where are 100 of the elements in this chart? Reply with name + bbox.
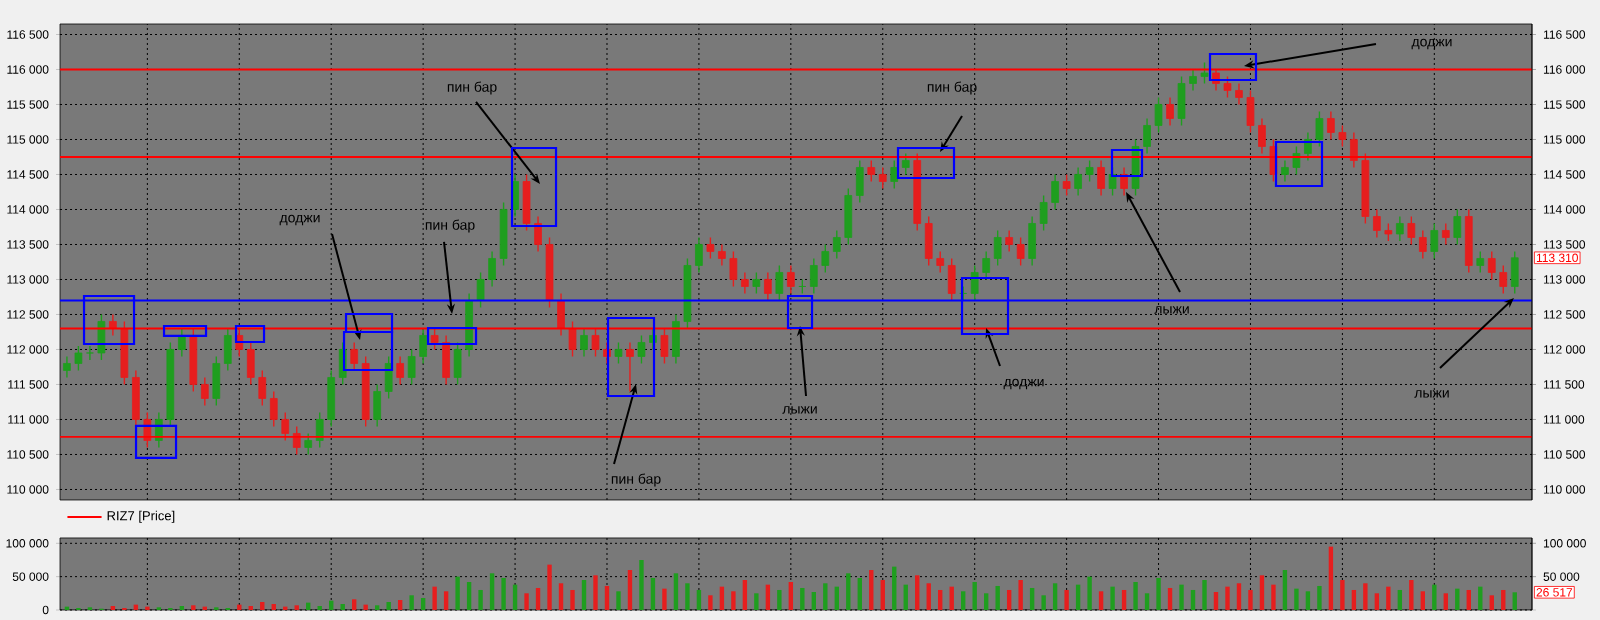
bar [535, 587, 541, 610]
bar [593, 575, 598, 610]
bar [696, 589, 702, 610]
candlestick [878, 166, 887, 190]
bar [846, 573, 851, 610]
bar [983, 593, 989, 610]
candlestick [223, 327, 232, 372]
candlestick [1166, 96, 1174, 127]
bar [1340, 579, 1345, 610]
bar [1363, 583, 1368, 610]
bar [501, 577, 506, 610]
bar [1018, 579, 1023, 610]
candlestick [97, 313, 106, 361]
bar [627, 569, 633, 610]
candlestick [1016, 236, 1025, 267]
bar [673, 573, 679, 610]
candlestick [775, 264, 784, 302]
candlestick [1453, 208, 1462, 246]
bar [409, 595, 414, 610]
bar [547, 564, 552, 610]
bar [570, 589, 575, 610]
bar [386, 601, 391, 610]
bar [1317, 585, 1322, 610]
bar [1259, 575, 1265, 610]
bar [616, 591, 621, 610]
bar [466, 581, 472, 610]
bar [1225, 586, 1230, 610]
bar [857, 577, 862, 610]
candlestick [867, 159, 876, 183]
candlestick [1062, 173, 1071, 197]
bar [363, 604, 368, 610]
bar [754, 593, 759, 610]
bar [1271, 584, 1276, 610]
bar [340, 603, 345, 610]
candlestick [890, 159, 899, 190]
bar [1213, 591, 1219, 610]
candlestick [350, 341, 359, 372]
bar [708, 595, 713, 610]
bar [777, 589, 782, 610]
bar [961, 591, 966, 610]
bar [823, 583, 828, 610]
candlestick [1407, 215, 1416, 246]
candlestick [1510, 250, 1519, 295]
bar [639, 559, 644, 610]
bar [271, 603, 276, 610]
candlestick [901, 152, 910, 176]
candlestick [752, 271, 761, 295]
candlestick [1441, 222, 1450, 246]
candlestick [947, 257, 956, 302]
candlestick [384, 355, 393, 400]
bar [1144, 593, 1150, 610]
bar [1087, 576, 1092, 610]
bar [1179, 584, 1184, 610]
candlestick [1430, 222, 1439, 260]
bar [972, 581, 977, 610]
candlestick [855, 159, 864, 204]
bar [443, 591, 449, 610]
bar [1052, 583, 1058, 610]
bar [581, 579, 587, 610]
candlestick [373, 383, 382, 428]
bar [1374, 593, 1380, 610]
candlestick [660, 327, 669, 365]
bar [1248, 589, 1253, 610]
bar [1305, 591, 1311, 610]
bar [869, 569, 874, 610]
bar [938, 589, 943, 610]
bar [489, 573, 495, 610]
bar [1512, 592, 1517, 610]
bar [650, 577, 656, 610]
bar [1029, 587, 1035, 610]
bar [903, 584, 908, 610]
candlestick [1097, 159, 1105, 197]
bar [1075, 584, 1081, 610]
bar [1064, 589, 1069, 610]
bar [1409, 579, 1414, 610]
candlestick [1418, 229, 1427, 260]
candlestick [109, 313, 117, 337]
bar [880, 579, 885, 610]
bar [685, 583, 690, 610]
bar [1432, 584, 1437, 610]
bar [1110, 586, 1115, 610]
candlestick [764, 271, 772, 302]
candlestick [200, 376, 209, 407]
bar [558, 583, 564, 610]
bar [1156, 577, 1161, 610]
bar [1133, 581, 1138, 610]
bar [1294, 588, 1299, 610]
candlestick [212, 355, 221, 407]
candlestick [580, 327, 588, 358]
bar [892, 566, 897, 610]
candlestick [1028, 215, 1036, 267]
bar [1420, 591, 1426, 610]
bar [432, 586, 437, 610]
bar [478, 589, 483, 610]
candlestick [993, 229, 1002, 267]
bar [662, 588, 667, 610]
bar [1167, 587, 1173, 610]
candlestick [1395, 215, 1404, 242]
bar [455, 576, 460, 610]
bar [1202, 579, 1207, 610]
